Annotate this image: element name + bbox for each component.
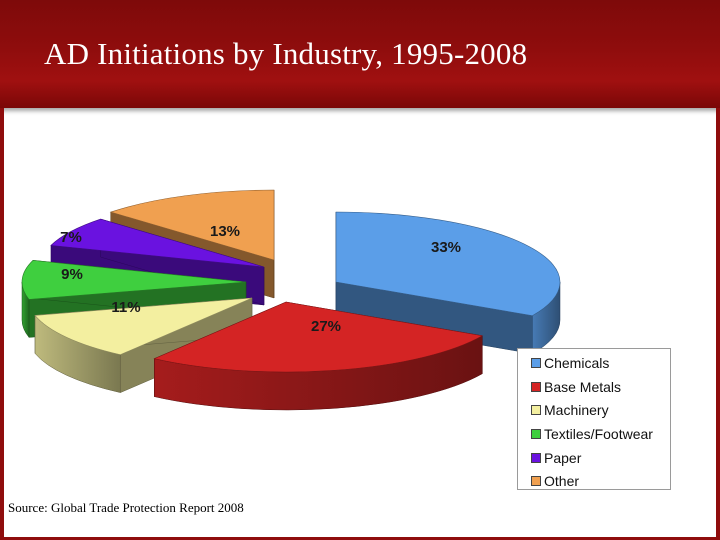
source-note: Source: Global Trade Protection Report 2… <box>8 500 244 515</box>
legend-item: Paper <box>531 446 670 470</box>
legend-swatch <box>531 476 541 487</box>
pie-slice-chemicals <box>335 211 561 355</box>
legend-label: Textiles/Footwear <box>544 425 653 442</box>
legend-item: Other <box>531 469 670 493</box>
legend-label: Base Metals <box>544 378 622 395</box>
legend-swatch <box>531 428 541 439</box>
legend-label: Other <box>544 473 580 490</box>
title-bar: AD Initiations by Industry, 1995-2008 <box>0 0 720 108</box>
slice-label-textiles-footwear: 9% <box>61 266 83 283</box>
legend-swatch <box>531 452 541 463</box>
slice-label-chemicals: 33% <box>431 239 461 256</box>
legend-swatch <box>531 357 541 368</box>
chart-legend: Chemicals Base Metals Machinery Textiles/Fo… <box>517 348 671 490</box>
legend-swatch <box>531 381 541 392</box>
slice-label-other: 13% <box>210 223 240 240</box>
slide-border-right <box>716 108 720 540</box>
legend-swatch <box>531 405 541 416</box>
legend-label: Paper <box>544 449 582 466</box>
slide-border-bottom <box>0 537 720 540</box>
slide-title: AD Initiations by Industry, 1995-2008 <box>44 36 528 71</box>
legend-item: Chemicals <box>531 351 670 375</box>
legend-label: Machinery <box>544 402 609 419</box>
slice-label-paper: 7% <box>60 229 82 246</box>
legend-item: Textiles/Footwear <box>531 422 670 446</box>
legend-item: Base Metals <box>531 375 670 399</box>
legend-item: Machinery <box>531 398 670 422</box>
legend-label: Chemicals <box>544 354 610 371</box>
pie-slice-base-metals <box>153 301 484 411</box>
pie-slice-machinery <box>34 297 253 394</box>
slice-label-machinery: 11% <box>111 299 140 316</box>
slice-label-base-metals: 27% <box>311 318 341 335</box>
slide-border-left <box>0 108 4 540</box>
